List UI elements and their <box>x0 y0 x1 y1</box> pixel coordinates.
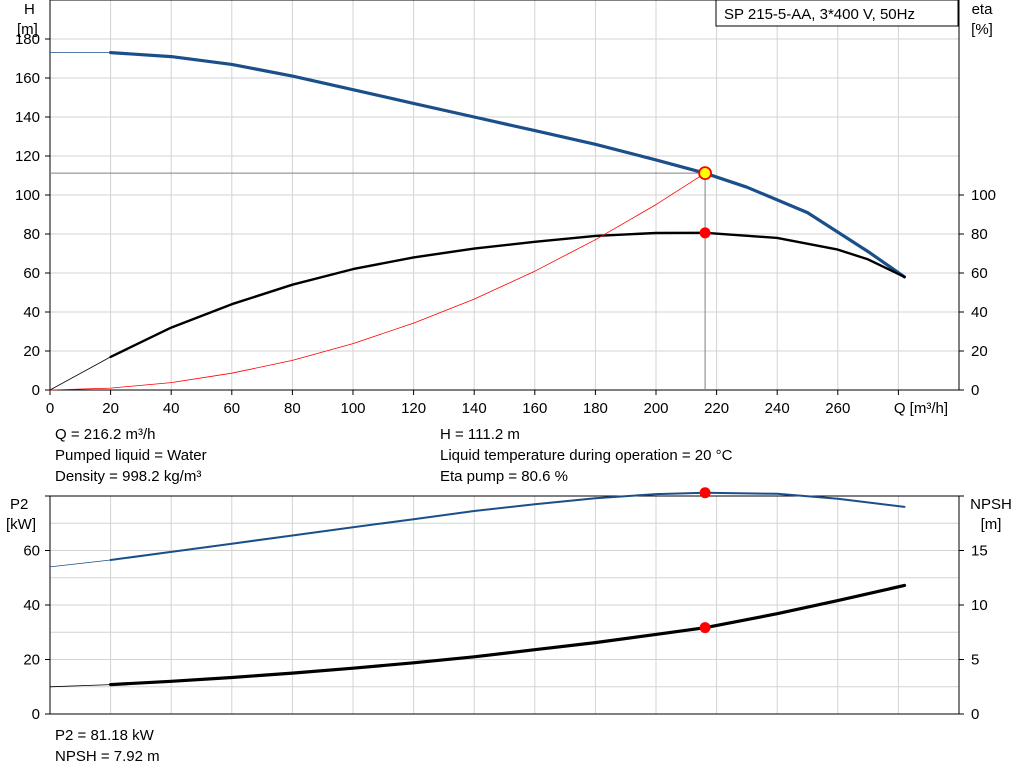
head-operating-point <box>698 166 712 181</box>
top-grid <box>50 0 959 390</box>
npsh-curve <box>109 583 907 687</box>
npsh-tick-label: 10 <box>971 597 988 614</box>
x-tick-label: 140 <box>462 400 487 417</box>
y-right-tick-label: 80 <box>971 226 988 243</box>
y-left-tick-label: 0 <box>32 382 40 399</box>
title-box <box>715 0 959 27</box>
npsh-operating-point <box>699 622 711 634</box>
info-density: Density = 998.2 kg/m³ <box>55 468 202 485</box>
eta-extrapolation <box>49 356 111 391</box>
y-left-tick-label: 60 <box>23 265 40 282</box>
x-tick-label: 260 <box>825 400 850 417</box>
y-right-axis-label: eta <box>972 1 994 18</box>
x-tick-label: 0 <box>46 400 54 417</box>
npsh-tick-label: 5 <box>971 652 979 669</box>
y-left-tick-label: 20 <box>23 343 40 360</box>
npsh-tick-label: 0 <box>971 706 979 723</box>
x-tick-label: 60 <box>223 400 240 417</box>
system-curve <box>49 172 706 391</box>
info-npsh: NPSH = 7.92 m <box>55 748 160 765</box>
x-axis-label: Q [m³/h] <box>894 400 948 417</box>
y-left-tick-label: 160 <box>15 70 40 87</box>
y-left-tick-label: 140 <box>15 109 40 126</box>
x-tick-label: 120 <box>401 400 426 417</box>
x-tick-label: 220 <box>704 400 729 417</box>
y-right-tick-label: 60 <box>971 265 988 282</box>
y-right-tick-label: 40 <box>971 304 988 321</box>
x-tick-label: 180 <box>583 400 608 417</box>
info-eta-pump: Eta pump = 80.6 % <box>440 468 568 485</box>
y-left-tick-label: 100 <box>15 187 40 204</box>
x-tick-label: 160 <box>522 400 547 417</box>
p2-tick-label: 40 <box>23 597 40 614</box>
p2-axis-unit: [kW] <box>6 516 36 533</box>
y-right-axis-unit: [%] <box>971 21 993 38</box>
y-left-tick-label: 180 <box>15 31 40 48</box>
x-tick-label: 80 <box>284 400 301 417</box>
eta-curve <box>109 231 906 359</box>
info-p2: P2 = 81.18 kW <box>55 727 154 744</box>
head-curve <box>109 51 907 279</box>
npsh-axis-unit: [m] <box>981 516 1002 533</box>
y-right-tick-label: 20 <box>971 343 988 360</box>
info-flow: Q = 216.2 m³/h <box>55 426 156 443</box>
p2-axis-label: P2 <box>10 496 28 513</box>
x-tick-label: 200 <box>643 400 668 417</box>
p2-extrapolation <box>49 559 111 568</box>
x-tick-label: 240 <box>765 400 790 417</box>
p2-operating-point <box>699 487 711 499</box>
y-left-axis-unit: [m] <box>17 21 38 38</box>
npsh-extrapolation <box>49 684 111 688</box>
y-right-tick-label: 0 <box>971 382 979 399</box>
p2-tick-label: 60 <box>23 543 40 560</box>
y-left-tick-label: 80 <box>23 226 40 243</box>
y-right-tick-label: 100 <box>971 187 996 204</box>
p2-tick-label: 20 <box>23 652 40 669</box>
info-liquid-temperature: Liquid temperature during operation = 20… <box>440 447 733 464</box>
npsh-axis-label: NPSH <box>970 496 1012 513</box>
chart-title: SP 215-5-AA, 3*400 V, 50Hz <box>724 6 915 23</box>
x-tick-label: 40 <box>163 400 180 417</box>
p2-curve <box>109 491 906 561</box>
info-pumped-liquid: Pumped liquid = Water <box>55 447 207 464</box>
bottom-grid <box>50 496 959 714</box>
y-left-axis-label: H <box>24 1 35 18</box>
y-left-tick-label: 40 <box>23 304 40 321</box>
y-left-tick-label: 120 <box>15 148 40 165</box>
info-head: H = 111.2 m <box>440 426 520 443</box>
x-tick-label: 100 <box>340 400 365 417</box>
p2-tick-label: 0 <box>32 706 40 723</box>
npsh-tick-label: 15 <box>971 543 988 560</box>
x-tick-label: 20 <box>102 400 119 417</box>
eta-operating-point <box>699 227 711 239</box>
